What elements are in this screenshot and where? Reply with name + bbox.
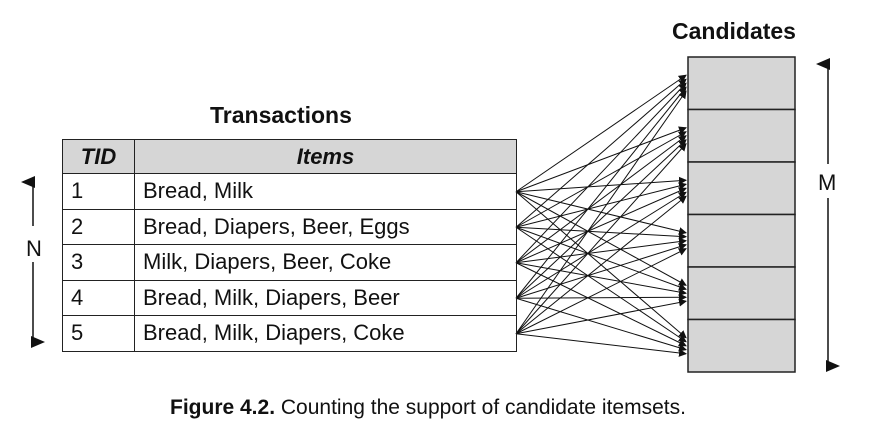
connector-arrow	[515, 182, 687, 228]
n-label: N	[26, 236, 42, 261]
connector-arrow	[515, 243, 687, 299]
connector-arrow	[515, 262, 687, 296]
table-row: 1 Bread, Milk	[62, 173, 517, 210]
items-cell: Milk, Diapers, Beer, Coke	[134, 244, 517, 281]
transactions-title: Transactions	[210, 102, 352, 128]
tid-cell: 3	[62, 244, 135, 281]
caption-label: Figure 4.2.	[170, 396, 276, 419]
items-cell: Bread, Diapers, Beer, Eggs	[134, 208, 517, 245]
connector-arrow	[515, 78, 687, 228]
candidate-box	[687, 318, 796, 373]
connector-arrow	[515, 191, 687, 299]
connector-arrow	[515, 237, 687, 264]
connector-arrow	[515, 226, 687, 241]
connector-arrow	[515, 226, 687, 343]
tid-header: TID	[62, 139, 135, 174]
connector-arrow	[515, 74, 687, 193]
items-header: Items	[134, 139, 517, 174]
table-row: 4 Bread, Milk, Diapers, Beer	[62, 279, 517, 316]
connector-arrow	[515, 126, 687, 193]
tid-cell: 4	[62, 279, 135, 316]
candidate-boxes	[687, 56, 796, 373]
connector-arrow	[515, 297, 687, 352]
tid-cell: 5	[62, 315, 135, 352]
connector-arrow	[515, 139, 687, 299]
candidate-box	[687, 266, 796, 321]
connector-arrow	[515, 293, 687, 302]
tid-cell: 2	[62, 208, 135, 245]
items-cell: Bread, Milk, Diapers, Beer	[134, 279, 517, 316]
caption-text: Counting the support of candidate itemse…	[280, 396, 686, 419]
connector-arrow	[515, 195, 687, 335]
connector-arrow	[515, 135, 687, 264]
connector-arrow	[515, 131, 687, 228]
connector-arrow	[515, 248, 687, 335]
table-row: 2 Bread, Diapers, Beer, Eggs	[62, 208, 517, 245]
connector-arrow	[515, 187, 687, 264]
table-row: 3 Milk, Diapers, Beer, Coke	[62, 244, 517, 281]
candidate-box	[687, 161, 796, 216]
figure-caption: Figure 4.2. Counting the support of cand…	[170, 396, 686, 420]
candidate-box	[687, 56, 796, 111]
tid-cell: 1	[62, 173, 135, 210]
connector-arrow	[515, 333, 687, 357]
m-label: M	[818, 170, 837, 195]
table-row: 5 Bread, Milk, Diapers, Coke	[62, 315, 517, 352]
connector-arrow	[515, 82, 687, 264]
items-cell: Bread, Milk	[134, 173, 517, 210]
connector-arrow	[515, 143, 687, 335]
items-cell: Bread, Milk, Diapers, Coke	[134, 315, 517, 352]
connector-lines	[515, 74, 687, 357]
connector-arrow	[515, 86, 687, 299]
candidate-box	[687, 213, 796, 268]
candidates-title: Candidates	[672, 18, 796, 44]
connector-arrow	[515, 90, 687, 335]
connector-arrow	[515, 262, 687, 347]
transactions-table: TID Items 1 Bread, Milk 2 Bread, Diapers…	[62, 139, 517, 352]
candidate-box	[687, 108, 796, 163]
connector-arrow	[515, 298, 687, 335]
connector-arrow	[515, 176, 687, 193]
connector-arrow	[515, 226, 687, 291]
table-header-row: TID Items	[62, 139, 517, 174]
